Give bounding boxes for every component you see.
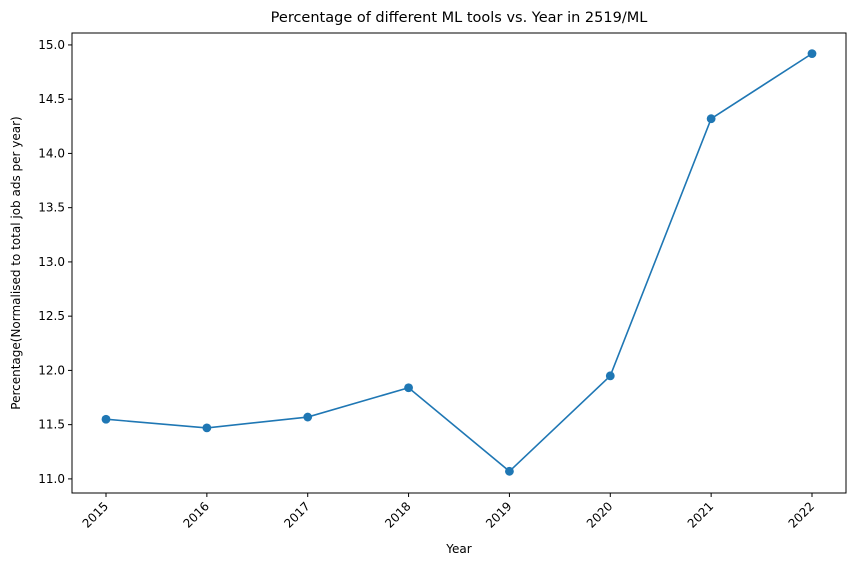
- chart-title: Percentage of different ML tools vs. Yea…: [271, 10, 648, 26]
- y-tick-label: 13.0: [38, 255, 65, 269]
- data-point: [505, 466, 514, 476]
- x-tick-label: 2016: [180, 499, 211, 530]
- x-axis-label: Year: [445, 542, 471, 556]
- x-tick-label: 2021: [685, 499, 716, 530]
- data-point: [202, 423, 212, 433]
- axes-frame: [71, 32, 847, 494]
- y-tick-label: 12.0: [38, 363, 65, 377]
- data-point: [303, 412, 313, 422]
- x-tick-label: 2015: [80, 499, 111, 530]
- y-tick-label: 11.5: [38, 418, 65, 432]
- data-point: [101, 414, 111, 424]
- x-tick-label: 2020: [584, 499, 615, 530]
- y-tick-label: 14.5: [38, 92, 65, 106]
- x-tick-label: 2019: [483, 499, 514, 530]
- plot-area: 11.0 11.5 12.0 12.5 13.0 13.5 14.0 14.5 15.0 2015…: [38, 32, 847, 531]
- x-tick-label: 2022: [786, 499, 817, 530]
- data-point: [807, 49, 817, 59]
- y-tick-label: 13.5: [38, 201, 65, 215]
- x-tick-label: 2017: [281, 499, 312, 530]
- y-tick-label: 11.0: [38, 472, 65, 486]
- y-axis-label: Percentage(Normalised to total job ads p…: [9, 116, 23, 409]
- y-tick-label: 12.5: [38, 309, 65, 323]
- data-point: [404, 383, 413, 393]
- series-line: [105, 52, 813, 473]
- y-tick-label: 15.0: [38, 38, 65, 52]
- data-point: [605, 371, 615, 381]
- y-tick-label: 14.0: [38, 146, 65, 160]
- x-tick-label: 2018: [382, 499, 413, 530]
- data-point: [706, 114, 716, 124]
